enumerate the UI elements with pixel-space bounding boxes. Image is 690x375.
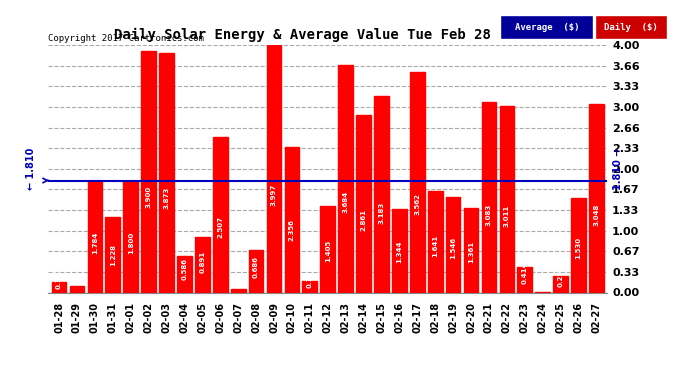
Text: 1.810 →: 1.810 → [613,147,622,190]
Bar [518,267,532,292]
Text: 0.274: 0.274 [558,264,564,286]
Bar [195,237,210,292]
Text: 3.562: 3.562 [414,194,420,215]
Text: 3.083: 3.083 [486,204,492,226]
Bar [356,116,371,292]
Bar [266,45,282,292]
Text: 3.011: 3.011 [504,205,510,227]
Text: 3.997: 3.997 [271,184,277,206]
Bar [446,197,460,292]
Text: ← 1.810: ← 1.810 [26,147,36,190]
Bar [88,182,102,292]
Text: 1.641: 1.641 [432,235,438,257]
Bar [374,96,389,292]
Bar [338,64,353,292]
Text: 0.686: 0.686 [253,256,259,278]
Text: 1.344: 1.344 [396,241,402,263]
Text: 2.507: 2.507 [217,216,224,238]
Text: 1.800: 1.800 [128,231,134,254]
Bar [124,181,138,292]
Bar [500,106,514,292]
Text: 1.405: 1.405 [325,240,331,262]
Text: 2.861: 2.861 [361,209,366,231]
Text: 3.900: 3.900 [146,186,152,208]
Bar [302,281,317,292]
Text: 0.891: 0.891 [199,251,206,273]
Bar [553,276,568,292]
Bar [70,286,84,292]
Text: 0.414: 0.414 [522,261,528,284]
Text: Average  ($): Average ($) [515,23,579,32]
Bar [141,51,156,292]
Text: 3.873: 3.873 [164,186,170,209]
Text: 2.356: 2.356 [289,220,295,242]
Text: 1.546: 1.546 [450,237,456,259]
Bar [589,104,604,292]
Bar [213,137,228,292]
Bar [177,256,192,292]
Bar [464,208,478,292]
Bar [106,216,120,292]
Text: 1.530: 1.530 [575,237,582,260]
Text: 3.684: 3.684 [343,190,348,213]
Bar [159,53,174,292]
Text: 0.586: 0.586 [181,258,188,280]
Text: Copyright 2017 Cartronics.com: Copyright 2017 Cartronics.com [48,33,204,42]
Bar [284,147,299,292]
Text: Daily  ($): Daily ($) [604,23,658,32]
Bar [249,250,264,292]
Text: 0.177: 0.177 [56,266,62,289]
Bar [571,198,586,292]
Text: 1.784: 1.784 [92,231,98,254]
Bar [231,290,246,292]
Text: 3.183: 3.183 [379,201,384,223]
Bar [52,282,66,292]
Bar [392,209,406,292]
Text: 1.228: 1.228 [110,244,116,266]
Bar [428,191,442,292]
Text: 3.048: 3.048 [593,204,600,226]
Text: 1.361: 1.361 [468,241,474,263]
Bar [482,102,496,292]
Bar [410,72,424,292]
Title: Daily Solar Energy & Average Value Tue Feb 28 17:19: Daily Solar Energy & Average Value Tue F… [114,28,542,42]
Text: 0.187: 0.187 [307,266,313,288]
Bar [320,206,335,292]
